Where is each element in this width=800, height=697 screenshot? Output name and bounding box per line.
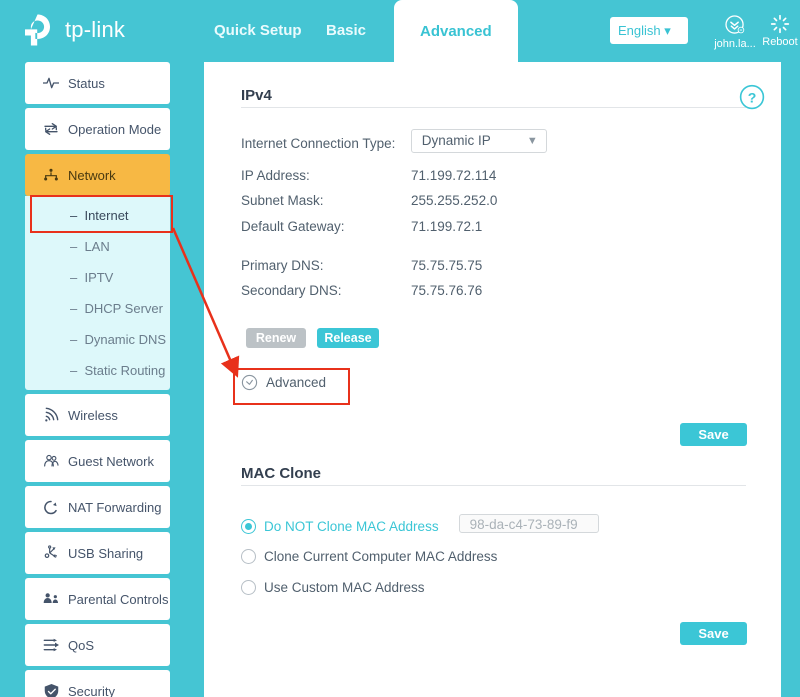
svg-text:?: ? xyxy=(748,89,757,105)
